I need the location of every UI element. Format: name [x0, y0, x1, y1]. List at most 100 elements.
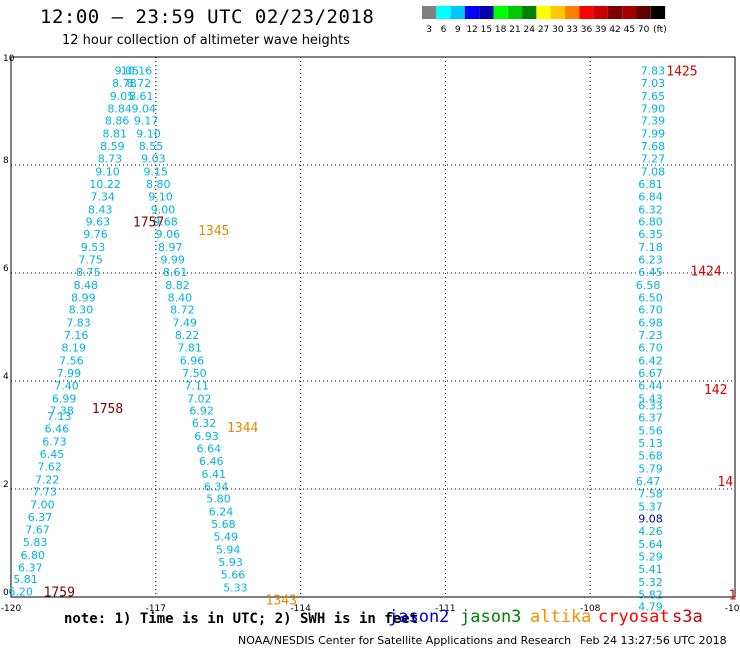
wave-height-value: 9.15 [144, 165, 169, 178]
legend-label: 42 [609, 25, 620, 35]
x-tick-label: -120 [1, 604, 22, 614]
footer-credit: NOAA/NESDIS Center for Satellite Applica… [238, 634, 572, 647]
wave-height-value: 8.43 [88, 203, 113, 216]
y-tick-label: 4 [3, 372, 9, 382]
legend-label: 36 [581, 25, 593, 35]
legend-swatch [493, 6, 508, 19]
wave-height-value: 6.42 [638, 354, 663, 367]
footer-timestamp: Feb 24 13:27:56 UTC 2018 [580, 634, 727, 647]
wave-height-value: 6.70 [638, 304, 663, 317]
wave-height-value: 5.37 [638, 500, 663, 513]
wave-height-value: 7.83 [641, 65, 666, 78]
legend-swatch [422, 6, 437, 19]
wave-height-value: 6.46 [199, 455, 224, 468]
wave-height-value: 5.81 [13, 573, 38, 586]
time-label: 1757 [133, 216, 164, 231]
y-tick-label: 2 [3, 480, 9, 490]
x-tick-label: -114 [290, 604, 311, 614]
wave-height-value: 9.04 [131, 102, 156, 115]
wave-height-value: 9.99 [160, 254, 185, 267]
wave-height-value: 7.13 [47, 410, 72, 423]
wave-height-value: 6.23 [638, 254, 663, 267]
wave-height-value: 6.92 [189, 405, 214, 418]
wave-height-value: 6.45 [638, 266, 663, 279]
wave-height-value: 8.82 [165, 279, 190, 292]
legend-swatch [522, 6, 537, 19]
wave-height-value: 7.11 [185, 379, 210, 392]
wave-height-value: 8.19 [61, 342, 86, 355]
wave-height-value: 5.93 [218, 556, 243, 569]
wave-height-value: 7.02 [187, 392, 212, 405]
legend-swatch [579, 6, 594, 19]
wave-height-value: 7.38 [49, 405, 74, 418]
wave-height-value: 7.81 [177, 342, 202, 355]
legend-swatch [622, 6, 637, 19]
wave-height-value: 8.61 [163, 266, 188, 279]
wave-height-value: 5.13 [638, 437, 663, 450]
wave-height-value: 6.98 [638, 317, 663, 330]
wave-height-value: 4.26 [638, 525, 663, 538]
satellite-jason3: jason3 [460, 607, 522, 627]
wave-height-value: 5.94 [216, 543, 241, 556]
wave-height-value: 6.46 [45, 423, 70, 436]
wave-height-value: 9.68 [153, 216, 178, 229]
time-label: 1344 [227, 421, 258, 436]
wave-height-value: 6.37 [18, 561, 43, 574]
wave-height-value: 9.17 [134, 115, 159, 128]
legend-swatch [650, 6, 666, 19]
wave-height-value: 7.18 [638, 241, 663, 254]
time-label: 14 [718, 475, 734, 490]
wave-height-value: 5.33 [223, 581, 248, 594]
wave-height-value: 6.67 [638, 367, 663, 380]
legend-label: 30 [552, 25, 564, 35]
wave-height-value: 9.05 [110, 90, 135, 103]
wave-height-value: 7.22 [35, 473, 60, 486]
wave-height-value: 6.44 [638, 379, 663, 392]
time-label: 1759 [44, 586, 75, 601]
wave-height-value: 5.80 [206, 493, 231, 506]
y-tick-label: 6 [3, 264, 9, 274]
legend-swatch [607, 6, 623, 19]
wave-height-value: 5.29 [638, 551, 663, 564]
wave-height-value: 8.22 [175, 329, 200, 342]
wave-height-value: 7.73 [33, 486, 58, 499]
chart-title: 12:00 — 23:59 UTC 02/23/2018 [40, 6, 375, 28]
legend-label: 70 [638, 25, 650, 35]
legend-label: 21 [509, 25, 520, 35]
time-label: 1 [729, 588, 737, 603]
y-tick-label: 10 [3, 54, 15, 64]
wave-height-value: 5.64 [638, 538, 663, 551]
wave-height-value: 9.10 [136, 128, 161, 141]
wave-height-value: 6.84 [638, 190, 663, 203]
legend-label: 24 [524, 25, 536, 35]
wave-height-value: 7.08 [641, 165, 666, 178]
wave-height-value: 9.10 [95, 165, 120, 178]
wave-height-value: 9.10 [148, 190, 173, 203]
wave-height-value: 9.03 [141, 153, 166, 166]
wave-height-value: 8.97 [158, 241, 183, 254]
wave-height-value: 5.79 [638, 462, 663, 475]
legend-swatch [464, 6, 480, 19]
wave-height-value: 6.37 [28, 511, 53, 524]
wave-height-value: 8.72 [170, 304, 195, 317]
wave-height-value: 5.56 [638, 425, 663, 438]
color-scale-legend: 3 6 9 12 15 18 21 24 27 30 33 36 39 42 45 70 (ft) [422, 6, 667, 35]
wave-height-value: 6.37 [638, 412, 663, 425]
wave-height-value: 6.93 [194, 430, 219, 443]
wave-height-value: 8.73 [98, 153, 123, 166]
wave-height-value: 10.16 [121, 65, 153, 78]
wave-height-value: 6.33 [638, 399, 663, 412]
wave-height-value: 6.32 [192, 417, 217, 430]
wave-height-value: 9.63 [86, 216, 111, 229]
legend-swatch [593, 6, 608, 19]
wave-height-value: 6.50 [638, 291, 663, 304]
legend-label: 6 [441, 25, 447, 35]
legend-label: 45 [624, 25, 635, 35]
legend-label: (ft) [653, 25, 667, 35]
wave-height-value: 5.68 [638, 450, 663, 463]
wave-height-value: 10.22 [89, 178, 121, 191]
wave-height-value: 7.99 [641, 128, 666, 141]
wave-height-value: 6.80 [20, 549, 45, 562]
wave-height-value: 7.50 [182, 367, 207, 380]
wave-height-value: 6.24 [209, 506, 234, 519]
